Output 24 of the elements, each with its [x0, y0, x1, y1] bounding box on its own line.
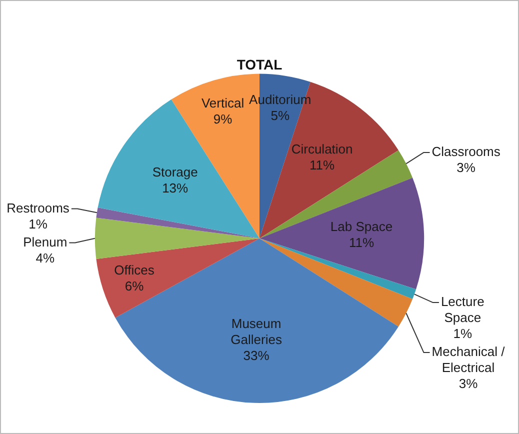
slice-label: Plenum — [23, 234, 68, 250]
slice-label: Restrooms — [6, 200, 70, 216]
slice-label: Vertical — [201, 96, 244, 111]
slice-label: Classrooms — [432, 144, 501, 160]
chart-title: TOTAL — [236, 56, 283, 72]
slice-label: Offices — [114, 262, 155, 278]
slice-label: Lab Space — [330, 218, 393, 234]
data-label: 33% — [243, 348, 270, 363]
data-label: 4% — [36, 250, 55, 266]
data-label: 3% — [458, 376, 478, 392]
data-label: 1% — [453, 326, 472, 342]
slice-label: Circulation — [291, 141, 353, 156]
slice-label: Mechanical / Electrical — [432, 344, 506, 376]
data-label: 9% — [213, 112, 233, 127]
data-label: 13% — [162, 180, 189, 196]
slice-label: Lecture Space — [440, 294, 484, 326]
data-label: 3% — [456, 160, 476, 176]
slice-label: Storage — [152, 164, 198, 180]
slice-label: Museum Galleries — [230, 316, 282, 347]
data-label: 6% — [124, 278, 144, 294]
data-label: 11% — [310, 157, 336, 172]
data-label: 11% — [348, 234, 374, 250]
data-label: 5% — [270, 108, 290, 123]
data-label: 1% — [28, 216, 48, 232]
